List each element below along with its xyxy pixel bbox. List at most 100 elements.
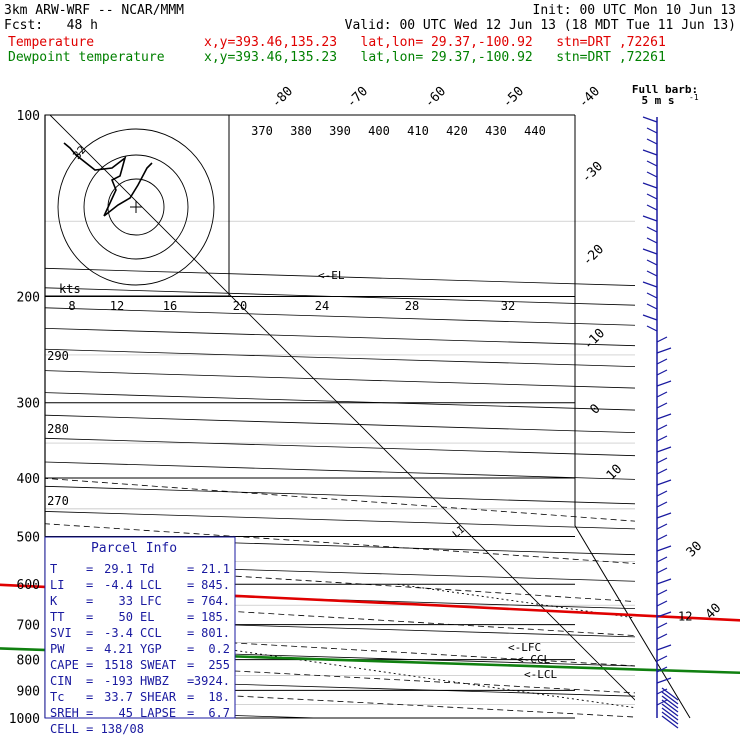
el-annotation: <-EL — [318, 269, 345, 282]
barb-legend-title: Full barb: — [632, 83, 698, 96]
wind-barb — [661, 695, 679, 709]
parcel-param-name: SHEAR — [140, 690, 177, 704]
hodograph-ring — [57, 128, 215, 286]
temperature-tick-label: -20 — [580, 242, 607, 269]
parcel-param-value: 764. — [201, 594, 230, 608]
li-annotation: LI — [451, 524, 467, 540]
temperature-tick-label: -40 — [576, 84, 603, 111]
theta-left-label: 270 — [47, 494, 69, 508]
parcel-info-title: Parcel Info — [91, 541, 177, 556]
theta-left-label: 280 — [47, 422, 69, 436]
parcel-param-name: LFC — [140, 594, 162, 608]
parcel-equals: = — [187, 594, 194, 608]
temperature-tick-label: -30 — [579, 159, 606, 186]
theta-label: 420 — [446, 124, 468, 138]
wind-barb — [661, 699, 679, 713]
temperature-tick-label: -80 — [269, 84, 296, 111]
theta-label: 430 — [485, 124, 507, 138]
parcel-equals: = — [86, 594, 93, 608]
parcel-equals: = — [86, 690, 93, 704]
parcel-param-name: T — [50, 562, 57, 576]
temperature-tick-label: -50 — [500, 84, 527, 111]
parcel-param-value: 33 — [119, 594, 133, 608]
wind-barb — [656, 545, 672, 552]
hodograph-scale-label: 16 — [163, 299, 177, 313]
wind-barb — [646, 303, 658, 310]
parcel-param-value: 45 — [119, 706, 133, 720]
wind-barb — [656, 424, 668, 431]
wind-barb — [646, 204, 658, 211]
parcel-equals: = — [86, 578, 93, 592]
temperature-tick-label: -60 — [422, 84, 449, 111]
temperature-legend: Temperature — [8, 35, 95, 50]
parcel-param-value: 50 — [119, 610, 133, 624]
wind-barb — [656, 402, 668, 409]
parcel-param-name: HWBZ — [140, 674, 169, 688]
parcel-param-name: Tc — [50, 690, 64, 704]
parcel-param-name: PW — [50, 642, 65, 656]
parcel-equals: = — [86, 642, 93, 656]
wind-barb — [656, 490, 668, 497]
parcel-equals: = — [187, 706, 194, 720]
hodograph-units: kts — [59, 282, 81, 296]
parcel-param-value: 185. — [201, 610, 230, 624]
wind-barb — [642, 149, 658, 156]
parcel-param-value: -193 — [104, 674, 133, 688]
pressure-tick-label: 600 — [17, 578, 40, 593]
parcel-param-name: YGP — [140, 642, 162, 656]
parcel-param-value: 21.1 — [201, 562, 230, 576]
parcel-equals: = — [86, 562, 93, 576]
wind-barb — [656, 633, 668, 640]
hodograph-scale-label: 28 — [405, 299, 419, 313]
parcel-param-name: Td — [140, 562, 154, 576]
wind-barb — [656, 347, 672, 354]
parcel-param-name: EL — [140, 610, 154, 624]
theta-label: 380 — [290, 124, 312, 138]
parcel-equals: = — [187, 674, 194, 688]
wind-barb — [646, 138, 658, 145]
parcel-param-name: LI — [50, 578, 64, 592]
wind-barb — [656, 501, 668, 508]
temperature-tick-label: 0 — [587, 401, 603, 417]
hodograph-scale-label: 8 — [68, 299, 75, 313]
theta-label: 410 — [407, 124, 429, 138]
wind-barb — [642, 215, 658, 222]
hodograph-scale-label: 24 — [315, 299, 329, 313]
wind-barb — [656, 699, 668, 706]
pressure-tick-label: 400 — [17, 472, 40, 487]
parcel-equals: = — [86, 674, 93, 688]
parcel-equals: = — [187, 626, 194, 640]
parcel-param-name: K — [50, 594, 58, 608]
isotherm-line — [49, 115, 635, 701]
hodograph-scale-label: 20 — [233, 299, 247, 313]
parcel-param-name: SVI — [50, 626, 72, 640]
wind-barb — [661, 707, 679, 721]
parcel-param-name: LCL — [140, 578, 162, 592]
theta-label: 400 — [368, 124, 390, 138]
wind-barb — [656, 523, 668, 530]
pressure-tick-label: 800 — [17, 654, 40, 669]
wind-barb — [656, 391, 668, 398]
temperature-tick-label: 10 — [604, 462, 626, 484]
valid-time: Valid: 00 UTC Wed 12 Jun 13 (18 MDT Tue … — [344, 18, 736, 33]
parcel-param-value: 29.1 — [104, 562, 133, 576]
parcel-equals: = — [86, 610, 93, 624]
wind-barb — [656, 644, 672, 651]
wind-barb — [656, 567, 668, 574]
wind-barb — [646, 292, 658, 299]
parcel-cell-info: CELL = 138/08 — [50, 722, 144, 736]
parcel-param-name: TT — [50, 610, 64, 624]
wind-barb — [656, 435, 668, 442]
wind-barb — [656, 534, 668, 541]
hodograph-frame — [44, 114, 230, 297]
parcel-equals: = — [187, 658, 194, 672]
parcel-info-box — [44, 536, 236, 719]
parcel-param-value: 1518 — [104, 658, 133, 672]
parcel-param-value: 6.7 — [208, 706, 230, 720]
parcel-equals: = — [187, 578, 194, 592]
wind-barb — [646, 270, 658, 277]
parcel-param-name: LAPSE — [140, 706, 176, 720]
wind-barb — [661, 715, 679, 729]
barb-legend-value: 5 m s — [641, 94, 674, 107]
